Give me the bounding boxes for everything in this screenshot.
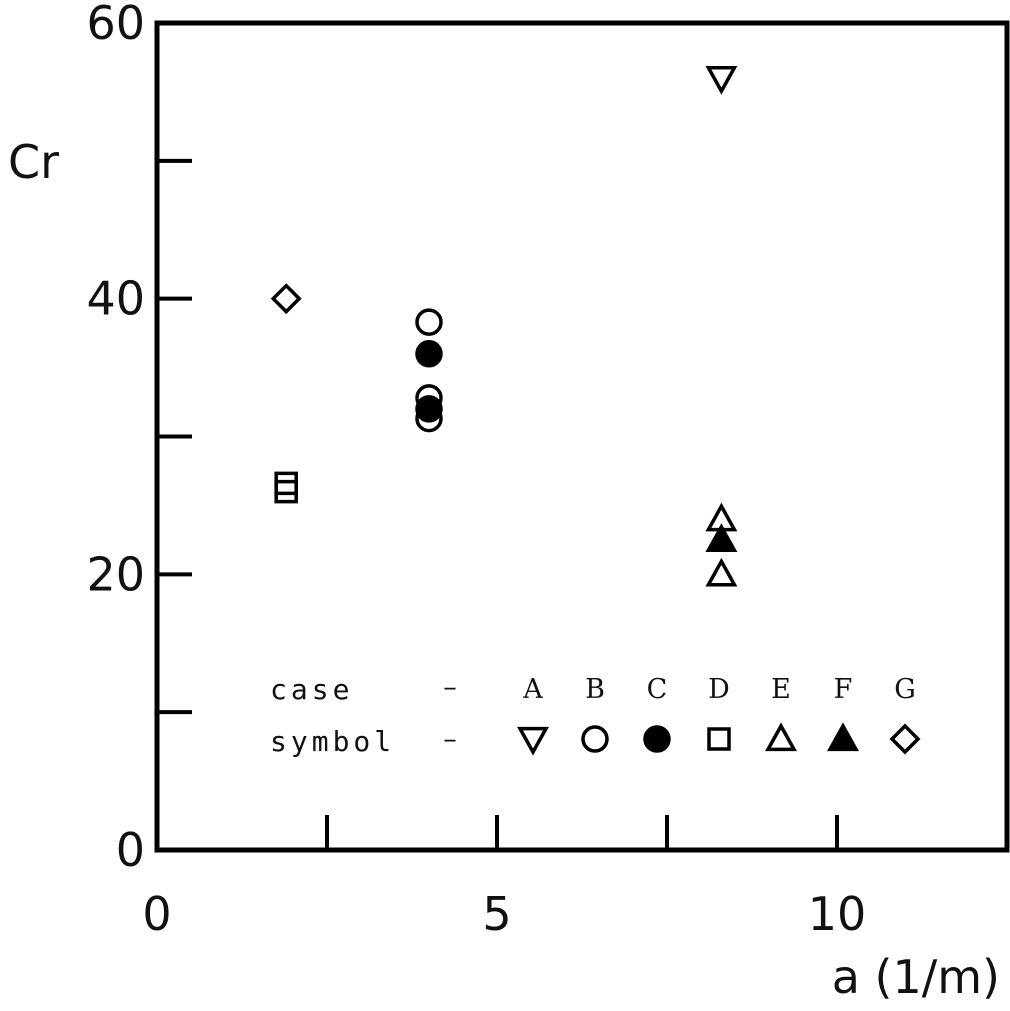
legend-symbol-label: symbol [270,725,395,758]
y-tick-label: 60 [86,0,145,50]
x-tick-label: 0 [142,887,171,941]
legend-symbol-a [517,726,549,756]
legend-symbol-f [827,722,859,752]
y-axis-title: Cr [8,135,59,189]
y-tick-label: 20 [86,547,145,601]
data-point-a [705,65,738,95]
legend-case-b: B [585,674,605,705]
legend-case-c: C [647,674,668,705]
data-point-d [274,479,298,504]
legend-case-dash: – [443,672,457,703]
x-tick-label: 10 [808,887,867,941]
data-point-g [270,283,302,315]
legend-case-e: E [771,674,791,705]
legend-symbol-dash: – [443,724,457,755]
x-tick-label: 5 [482,887,511,941]
legend: case symbol – – A B C D E F G [270,672,921,758]
legend-case-f: F [834,674,853,705]
legend-case-g: G [894,674,916,705]
legend-symbol-e [765,722,797,752]
legend-case-d: D [708,674,730,705]
legend-case-a: A [522,674,543,705]
y-tick-label: 0 [116,823,145,877]
legend-symbol-c [643,725,671,753]
data-point-b [415,308,443,336]
legend-case-label: case [270,673,353,706]
data-point-e [705,557,738,587]
data-point-f [705,523,738,553]
legend-symbol-b [581,725,609,753]
legend-symbol-g [889,723,921,755]
legend-symbol-d [707,727,731,751]
data-point-c [415,340,443,368]
data-point-c [415,395,443,423]
y-tick-label: 40 [86,272,145,326]
x-axis-title: a (1/m) [832,950,1000,1004]
